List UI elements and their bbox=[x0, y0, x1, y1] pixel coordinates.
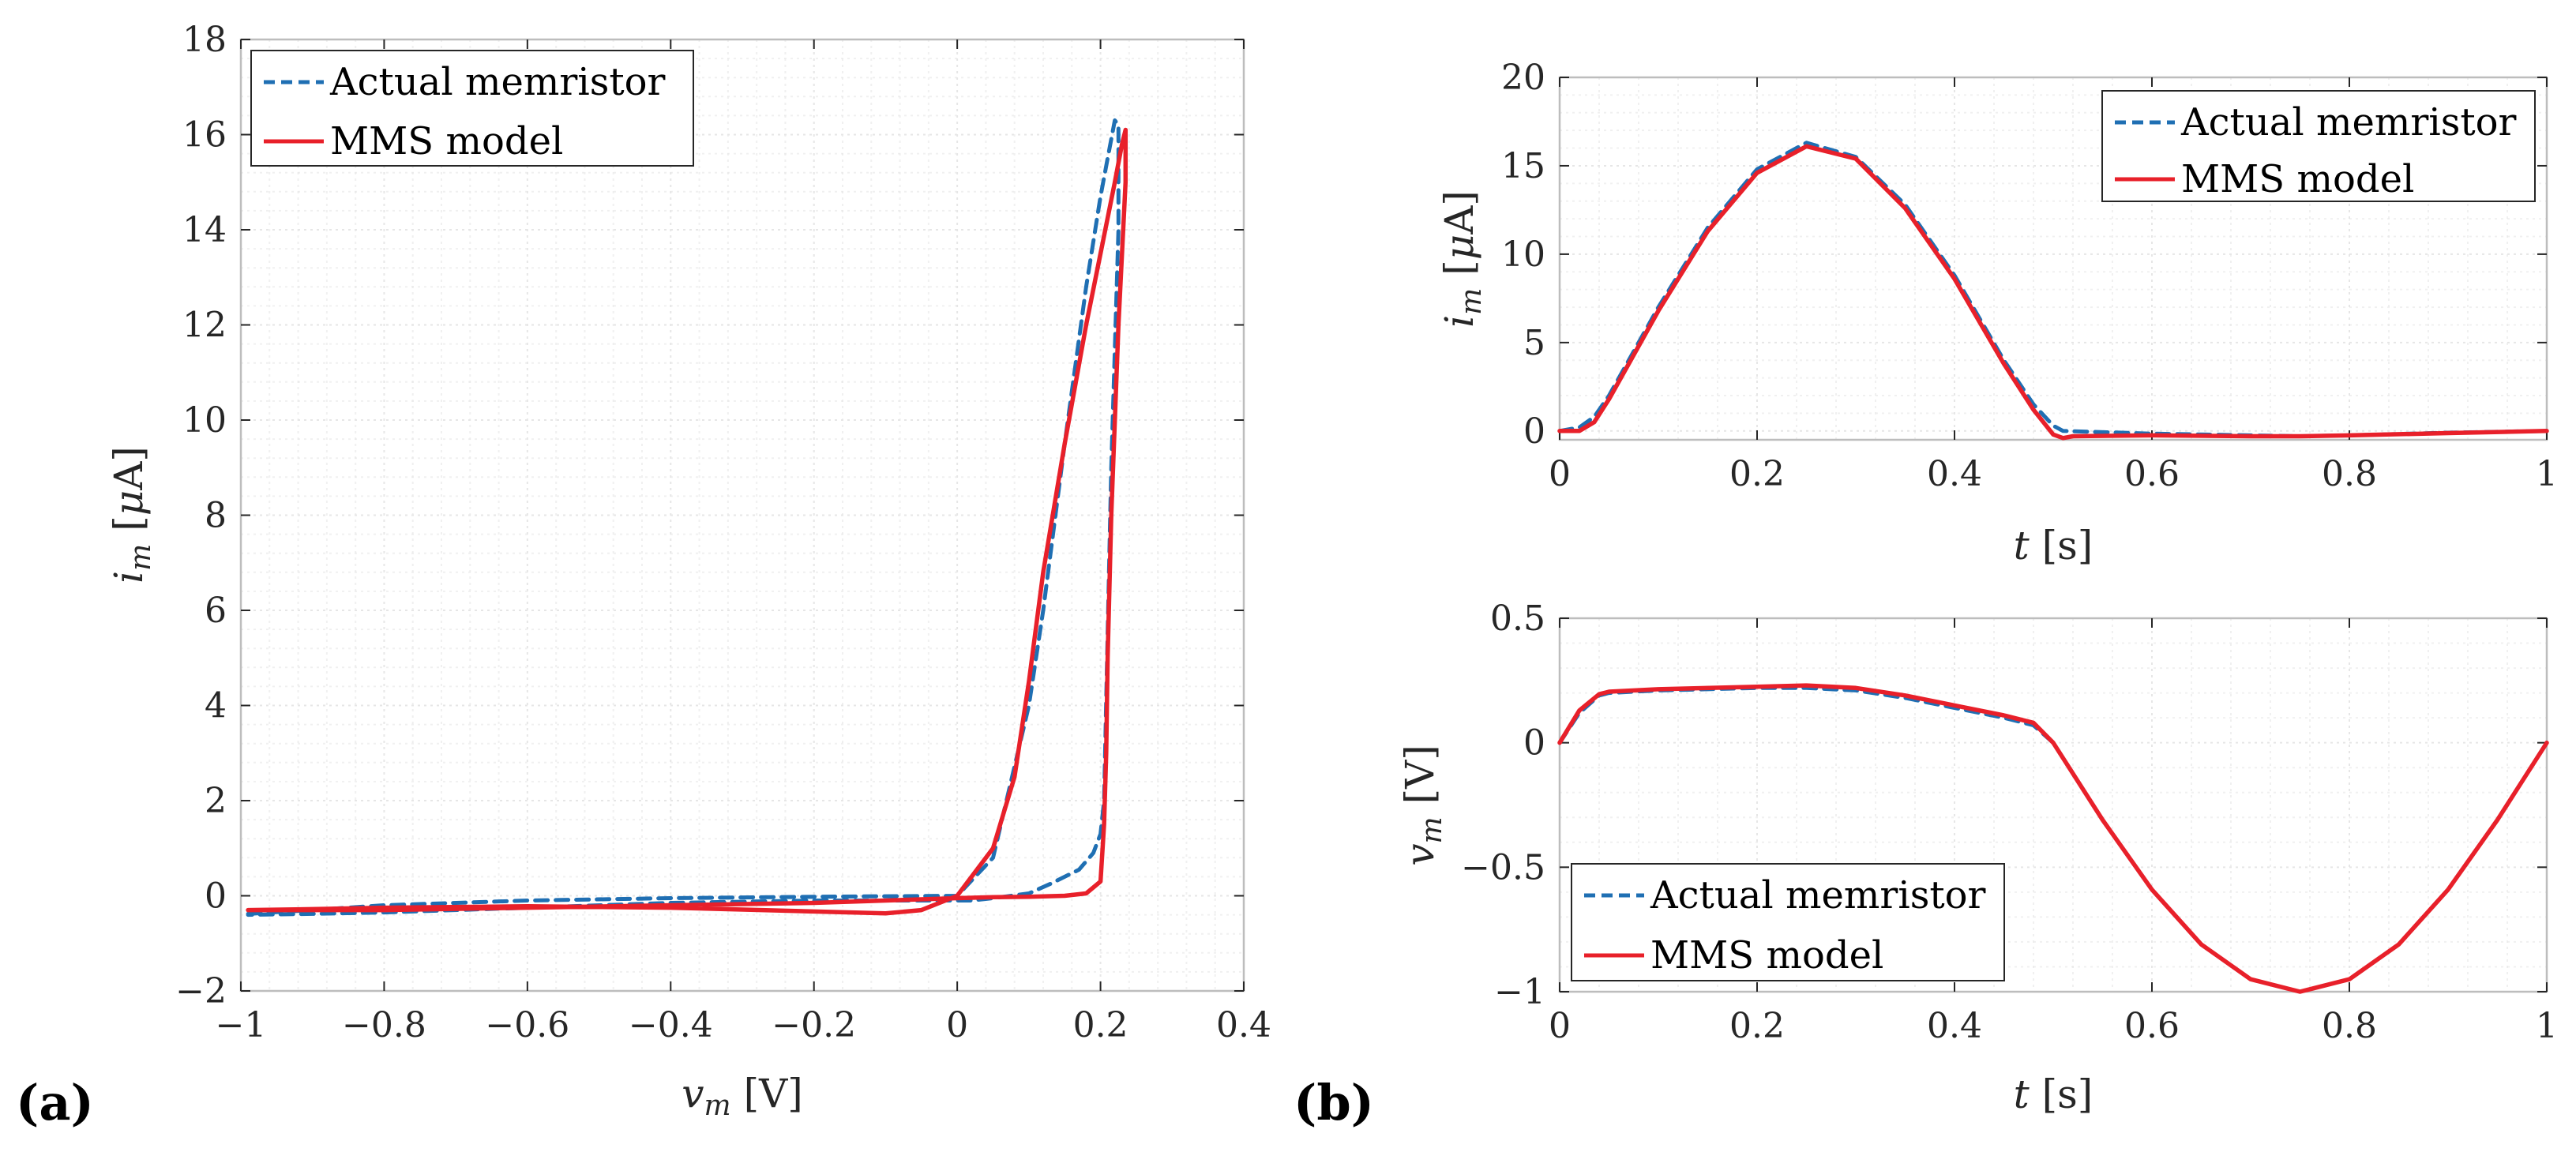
legend-box bbox=[250, 50, 694, 167]
legend-label-model: MMS model bbox=[2181, 157, 2414, 201]
y-axis-label: vm [V] bbox=[1397, 745, 1448, 865]
y-tick-label: 5 bbox=[1523, 323, 1545, 363]
x-axis-label-sub: m bbox=[704, 1090, 731, 1122]
x-tick-label: 0.4 bbox=[1927, 1006, 1982, 1046]
x-tick-label: 0 bbox=[1549, 454, 1571, 494]
y-tick-label: 18 bbox=[182, 20, 227, 60]
y-axis-label-unit-4: A] bbox=[1436, 190, 1482, 235]
y-axis-label-unit-open: [ bbox=[106, 516, 152, 543]
y-tick-label: 2 bbox=[205, 781, 227, 821]
y-axis-label: im [μA] bbox=[106, 446, 157, 584]
x-tick-label: 0.6 bbox=[2124, 454, 2180, 494]
x-tick-label: 0.2 bbox=[1073, 1005, 1128, 1045]
y-tick-label: 0 bbox=[1523, 411, 1545, 452]
y-tick-label: 8 bbox=[205, 496, 227, 536]
x-tick-label: 0 bbox=[946, 1005, 968, 1045]
series-mms-model bbox=[246, 127, 1128, 916]
grid-lines bbox=[1559, 77, 2548, 440]
y-tick-label: 10 bbox=[182, 400, 227, 441]
x-axis-label-unit-open: [V] bbox=[731, 1071, 803, 1116]
y-axis-label-unit-open: [ bbox=[1436, 260, 1482, 287]
y-axis-label-var: v bbox=[1397, 843, 1443, 865]
y-axis-label-sub: m bbox=[125, 544, 157, 571]
y-axis-label-var: i bbox=[106, 571, 152, 584]
y-tick-label: 6 bbox=[205, 591, 227, 631]
x-tick-label: 0.8 bbox=[2322, 1006, 2377, 1046]
x-axis-label: t [s] bbox=[2014, 1071, 2093, 1117]
x-tick-label: 0.2 bbox=[1729, 1006, 1785, 1046]
y-axis-label-unit-4: A] bbox=[106, 446, 152, 491]
plot-frame bbox=[1558, 617, 2548, 993]
y-tick-label: −2 bbox=[175, 971, 227, 1011]
legend-label-actual: Actual memristor bbox=[329, 60, 666, 104]
legend: Actual memristor MMS model bbox=[1571, 863, 2005, 981]
y-tick-label: −1 bbox=[1494, 972, 1545, 1012]
x-axis-label-var: t bbox=[2014, 523, 2030, 568]
y-axis-label: im [μA] bbox=[1436, 190, 1488, 328]
y-tick-label: 16 bbox=[182, 115, 227, 156]
x-tick-label: 1 bbox=[2536, 454, 2558, 494]
x-axis-label: t [s] bbox=[2014, 523, 2093, 568]
x-tick-label: 0.4 bbox=[1216, 1005, 1271, 1045]
y-tick-label: 20 bbox=[1501, 58, 1545, 98]
x-tick-label: 0.2 bbox=[1729, 454, 1785, 494]
chart-iv-hysteresis: −1 −0.8 −0.6 −0.4 −0.2 0 0.2 0.4 −2 0 2 4 6 8 10 12 14 16… bbox=[106, 20, 1271, 1122]
x-tick-label: −0.2 bbox=[772, 1005, 856, 1045]
legend: Actual memristor MMS model bbox=[2101, 90, 2536, 202]
x-axis-label-unit-1: [s] bbox=[2030, 1071, 2093, 1117]
y-tick-label: 12 bbox=[182, 306, 227, 346]
series-mms-model bbox=[1557, 683, 2549, 994]
y-axis-label-unit-open: [V] bbox=[1397, 745, 1443, 816]
chart-voltage-vs-time: 0 0.2 0.4 0.6 0.8 1 −1 −0.5 0 0.5 Actual memristor… bbox=[1397, 599, 2558, 1117]
x-tick-label: 0.4 bbox=[1927, 454, 1982, 494]
x-tick-label: 0 bbox=[1549, 1006, 1571, 1046]
y-tick-label: 0 bbox=[1523, 723, 1545, 764]
x-tick-label: 0.8 bbox=[2322, 454, 2377, 494]
legend-box bbox=[2101, 90, 2536, 202]
x-tick-label: −1 bbox=[216, 1005, 267, 1045]
x-axis-label-unit-1: [s] bbox=[2030, 523, 2093, 568]
y-tick-label: 14 bbox=[182, 210, 227, 250]
y-tick-label: 4 bbox=[205, 686, 227, 726]
series-actual-memristor bbox=[246, 118, 1121, 917]
legend-box bbox=[1571, 863, 2005, 981]
legend-label-model: MMS model bbox=[330, 119, 563, 163]
x-axis-label: vm [V] bbox=[682, 1071, 802, 1122]
legend: Actual memristor MMS model bbox=[250, 50, 694, 167]
panel-label-b: (b) bbox=[1294, 1074, 1374, 1131]
y-axis-label-unit-3: μ bbox=[106, 490, 152, 516]
y-tick-label: 0 bbox=[205, 876, 227, 917]
x-axis-label-var: v bbox=[682, 1071, 704, 1116]
y-tick-label: 15 bbox=[1501, 146, 1545, 186]
panel-label-a: (a) bbox=[16, 1074, 94, 1131]
legend-label-actual: Actual memristor bbox=[1650, 873, 1986, 917]
y-tick-label: 0.5 bbox=[1490, 599, 1545, 639]
x-tick-label: 0.6 bbox=[2124, 1006, 2180, 1046]
y-axis-label-sub: m bbox=[1455, 288, 1488, 315]
y-tick-label: 10 bbox=[1501, 235, 1545, 275]
x-tick-label: −0.8 bbox=[342, 1005, 426, 1045]
legend-label-model: MMS model bbox=[1650, 933, 1883, 978]
x-tick-label: −0.6 bbox=[485, 1005, 569, 1045]
x-tick-label: −0.4 bbox=[629, 1005, 713, 1045]
x-tick-label: 1 bbox=[2536, 1006, 2558, 1046]
y-axis-label-unit-3: μ bbox=[1436, 235, 1482, 261]
x-axis-label-var: t bbox=[2014, 1071, 2030, 1117]
plot-frame bbox=[1558, 76, 2548, 441]
y-axis-label-sub: m bbox=[1416, 816, 1448, 843]
y-tick-label: −0.5 bbox=[1461, 847, 1545, 887]
y-axis-label-var: i bbox=[1436, 315, 1482, 328]
legend-label-actual: Actual memristor bbox=[2180, 100, 2517, 144]
series-mms-model bbox=[1557, 144, 2549, 441]
